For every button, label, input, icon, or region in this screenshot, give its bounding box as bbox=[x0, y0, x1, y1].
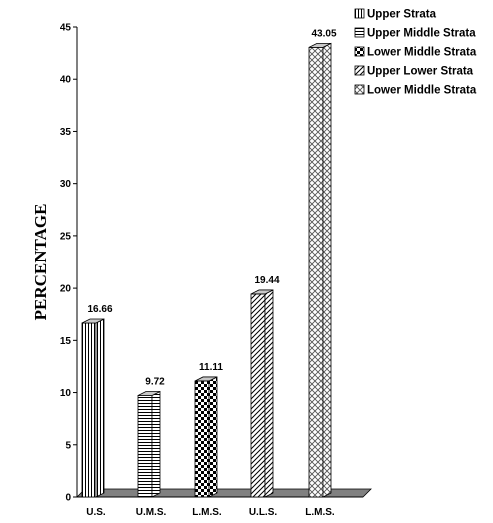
legend-label: Lower Middle Strata bbox=[367, 85, 477, 97]
legend-item: Upper Middle Strata bbox=[354, 27, 476, 40]
bars bbox=[81, 42, 332, 498]
x-tick-label: U.M.S. bbox=[136, 507, 167, 518]
bar-front bbox=[308, 46, 324, 498]
bar-top bbox=[308, 42, 332, 48]
labels: 16.66 U.S. 9.72 U.M.S. 11.11 L.M.S. 19.44 U.L.S… bbox=[86, 28, 337, 518]
bar bbox=[250, 289, 274, 498]
data-label: 19.44 bbox=[254, 275, 279, 286]
y-tick-label: 30 bbox=[60, 179, 72, 190]
legend: Upper Strata Upper Middle Strata Lower Mid… bbox=[354, 8, 477, 97]
y-tick-label: 35 bbox=[60, 127, 72, 138]
data-label: 16.66 bbox=[87, 304, 112, 315]
bar bbox=[194, 376, 218, 498]
data-label: 11.11 bbox=[199, 362, 223, 373]
bar bbox=[81, 318, 105, 498]
bar-top bbox=[194, 376, 218, 382]
bar-front bbox=[81, 322, 97, 498]
bar-side bbox=[151, 390, 161, 498]
legend-swatch bbox=[354, 8, 365, 19]
x-tick-label: U.S. bbox=[86, 507, 106, 518]
x-tick-label: L.M.S. bbox=[192, 507, 222, 518]
x-tick-label: L.M.S. bbox=[305, 507, 335, 518]
legend-item: Lower Middle Strata bbox=[354, 84, 477, 97]
bar-side bbox=[264, 289, 274, 498]
legend-swatch bbox=[354, 46, 365, 57]
bar-side bbox=[95, 318, 105, 498]
legend-swatch bbox=[354, 27, 365, 38]
y-tick-label: 40 bbox=[60, 75, 72, 86]
y-tick-label: 10 bbox=[60, 388, 72, 399]
legend-item: Upper Strata bbox=[354, 8, 437, 21]
legend-label: Upper Strata bbox=[367, 9, 437, 21]
bar-side bbox=[208, 376, 218, 498]
y-tick-label: 5 bbox=[65, 440, 71, 451]
legend-label: Upper Middle Strata bbox=[367, 28, 476, 40]
bar bbox=[137, 390, 161, 498]
data-label: 9.72 bbox=[145, 376, 165, 387]
data-label: 43.05 bbox=[311, 28, 336, 39]
y-tick-label: 45 bbox=[60, 23, 72, 34]
bar-top bbox=[137, 391, 161, 396]
y-tick-label: 15 bbox=[60, 336, 72, 347]
legend-item: Lower Middle Strata bbox=[354, 46, 477, 59]
bar bbox=[308, 42, 332, 498]
legend-label: Lower Middle Strata bbox=[367, 47, 477, 59]
y-tick-label: 25 bbox=[60, 231, 72, 242]
y-tick-label: 0 bbox=[65, 493, 71, 504]
bar-front bbox=[250, 293, 266, 498]
legend-item: Upper Lower Strata bbox=[354, 65, 474, 78]
bar-side bbox=[322, 42, 332, 498]
x-tick-label: U.L.S. bbox=[249, 507, 278, 518]
legend-swatch bbox=[354, 84, 365, 95]
bar-front bbox=[194, 380, 210, 498]
bar-top bbox=[250, 289, 274, 295]
y-axis-label: PERCENTAGE bbox=[31, 204, 50, 321]
legend-swatch bbox=[354, 65, 365, 76]
y-tick-label: 20 bbox=[60, 284, 72, 295]
bar-top bbox=[81, 318, 105, 324]
legend-label: Upper Lower Strata bbox=[367, 66, 474, 78]
bar-front bbox=[137, 395, 153, 498]
